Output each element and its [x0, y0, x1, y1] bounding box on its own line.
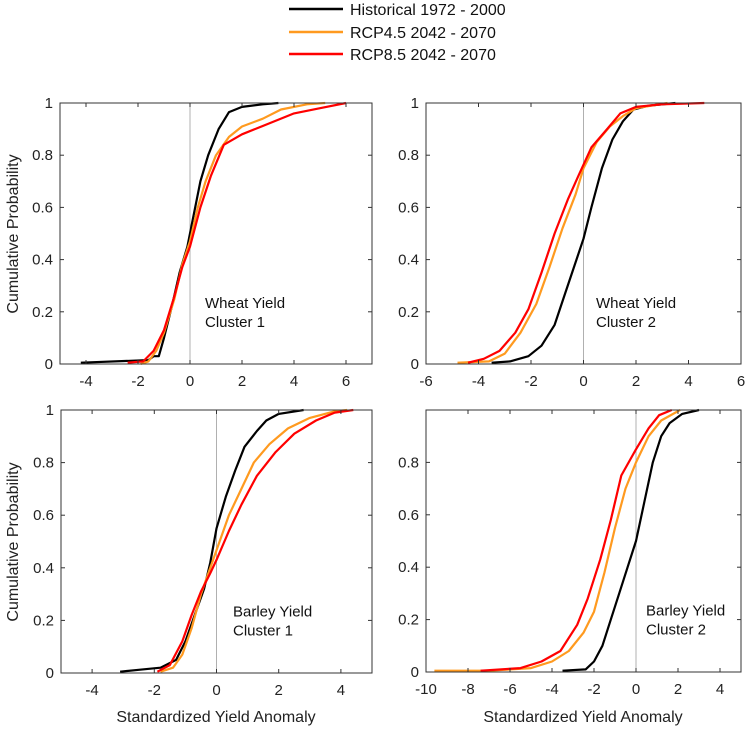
- y-tick-label: 0: [46, 665, 54, 682]
- y-tick-label: 0.6: [33, 507, 54, 524]
- x-tick-label: -2: [587, 681, 600, 698]
- series-line-rcp45: [434, 409, 681, 672]
- x-tick-label: -8: [461, 681, 474, 698]
- legend-text-rcp45: RCP4.5 2042 - 2070: [350, 25, 496, 42]
- x-tick-label: 2: [238, 373, 246, 390]
- y-tick-label: 0: [45, 356, 53, 373]
- x-tick-label: 2: [674, 681, 682, 698]
- y-tick-label: 0.2: [33, 612, 54, 629]
- y-tick-label: 0.4: [33, 560, 54, 577]
- x-tick-label: 0: [212, 682, 220, 699]
- y-tick-label: 0.2: [398, 612, 419, 629]
- panel-2: -6 -4 -2 0 2 4 6 0 0.2 0.4 0.6 0.8 1 Wheat Yield Clust…: [398, 95, 745, 390]
- y-axis-label-top: Cumulative Probability: [5, 154, 22, 313]
- panel-annotation: Cluster 1: [205, 314, 265, 331]
- x-tick-label: 4: [684, 373, 692, 390]
- series-line-rcp85: [156, 408, 354, 673]
- series-line-rcp85: [467, 101, 705, 364]
- y-tick-label: 0.2: [32, 304, 53, 321]
- y-tick-label: 0.4: [398, 252, 419, 269]
- panel-annotation: Wheat Yield: [205, 295, 285, 312]
- x-axis-label-left: Standardized Yield Anomaly: [116, 709, 315, 726]
- panel-annotation: Barley Yield: [646, 603, 725, 620]
- y-tick-label: 0.4: [32, 252, 53, 269]
- series-line-historical: [562, 408, 700, 672]
- y-tick-label: 0.2: [398, 304, 419, 321]
- legend: Historical 1972 - 2000 RCP4.5 2042 - 207…: [289, 2, 506, 64]
- y-tick-label: 0.6: [398, 199, 419, 216]
- x-tick-label: -2: [524, 373, 537, 390]
- x-tick-label: -6: [419, 373, 432, 390]
- x-tick-label: -4: [79, 373, 92, 390]
- x-tick-label: 2: [632, 373, 640, 390]
- x-tick-label: 4: [290, 373, 298, 390]
- panel-3: -4 -2 0 2 4 0 0.2 0.4 0.6 0.8 1 Barley Yield Cluster…: [33, 402, 373, 699]
- y-tick-label: 0.8: [33, 455, 54, 472]
- y-tick-label: 0: [411, 356, 419, 373]
- series-line-historical: [491, 101, 676, 364]
- series-line-historical: [119, 408, 304, 673]
- y-tick-label: 0: [411, 664, 419, 681]
- panel-annotation: Barley Yield: [233, 603, 312, 620]
- y-tick-label: 0.8: [398, 147, 419, 164]
- y-tick-label: 0.6: [32, 199, 53, 216]
- x-tick-label: -2: [131, 373, 144, 390]
- x-tick-label: 4: [716, 681, 724, 698]
- series-line-rcp85: [480, 408, 673, 672]
- legend-text-rcp85: RCP8.5 2042 - 2070: [350, 47, 496, 64]
- x-tick-label: 2: [275, 682, 283, 699]
- y-tick-label: 1: [45, 95, 53, 112]
- x-tick-label: -4: [472, 373, 485, 390]
- y-tick-label: 1: [46, 402, 54, 419]
- y-tick-label: 0.8: [398, 454, 419, 471]
- x-tick-label: -4: [545, 681, 558, 698]
- x-tick-label: 4: [337, 682, 345, 699]
- x-tick-label: 0: [632, 681, 640, 698]
- y-tick-label: 0.4: [398, 559, 419, 576]
- axes-frame: [425, 409, 742, 673]
- axes-frame: [59, 102, 373, 365]
- panel-annotation: Cluster 1: [233, 622, 293, 639]
- x-tick-label: -2: [148, 682, 161, 699]
- x-tick-label: -6: [503, 681, 516, 698]
- x-tick-label: -10: [415, 681, 437, 698]
- series-line-historical: [80, 101, 279, 364]
- y-axis-label-bottom: Cumulative Probability: [5, 462, 22, 621]
- series-line-rcp45: [457, 101, 668, 364]
- series-line-rcp45: [160, 408, 348, 673]
- x-tick-label: 0: [186, 373, 194, 390]
- panel-annotation: Cluster 2: [646, 622, 706, 639]
- x-tick-label: 6: [737, 373, 745, 390]
- panel-1: -4 -2 0 2 4 6 0 0.2 0.4 0.6 0.8 1 Wheat Yield Cluster…: [32, 95, 373, 390]
- series-line-rcp85: [127, 101, 347, 364]
- legend-text-historical: Historical 1972 - 2000: [350, 2, 506, 19]
- x-axis-label-right: Standardized Yield Anomaly: [483, 709, 682, 726]
- x-tick-label: -4: [85, 682, 98, 699]
- x-tick-label: 6: [342, 373, 350, 390]
- panel-4: -10 -8 -6 -4 -2 0 2 4 0 0.2 0.4 0.6 0.8 Barley Yield C…: [398, 408, 742, 698]
- y-tick-label: 0.8: [32, 147, 53, 164]
- y-tick-label: 0.6: [398, 507, 419, 524]
- x-tick-label: 0: [579, 373, 587, 390]
- panel-annotation: Cluster 2: [596, 314, 656, 331]
- series-line-rcp45: [140, 101, 326, 366]
- panel-annotation: Wheat Yield: [596, 295, 676, 312]
- y-tick-label: 1: [411, 95, 419, 112]
